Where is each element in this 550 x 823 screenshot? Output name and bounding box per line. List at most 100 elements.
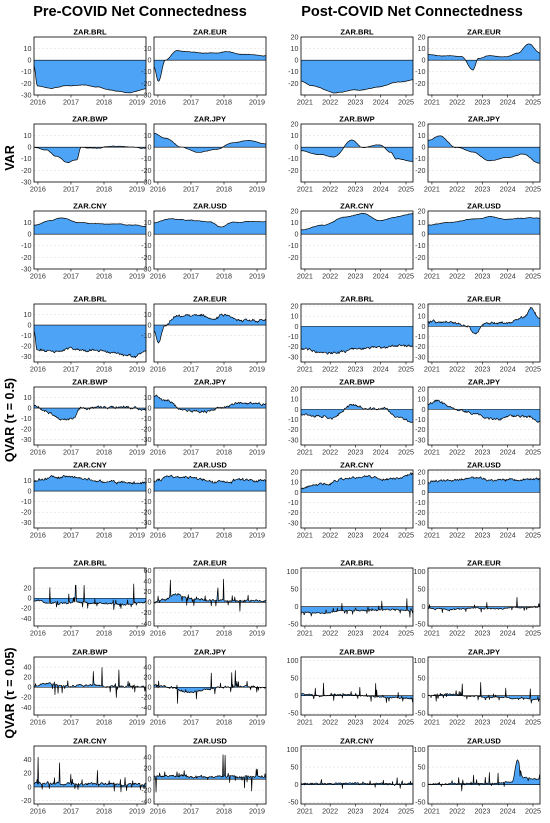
y-tick-label: -20 (415, 79, 425, 88)
panel-title: ZAR.USD (193, 202, 227, 211)
series-line (153, 132, 267, 153)
x-tick-label: 2021 (297, 807, 313, 816)
y-tick-label: -10 (21, 154, 31, 163)
x-tick-label: 2019 (129, 98, 145, 107)
x-tick-label: 2018 (216, 718, 232, 727)
panel-frame (427, 567, 541, 627)
panel-title: ZAR.BRL (73, 295, 107, 304)
panel-title: ZAR.USD (193, 461, 227, 470)
panel-title: ZAR.JPY (194, 378, 226, 387)
y-tick-label: 20 (144, 587, 152, 596)
series-line (153, 474, 267, 484)
y-tick-label: -20 (21, 425, 31, 434)
y-tick-label: 20 (291, 119, 299, 128)
x-tick-label: 2022 (449, 448, 465, 457)
y-tick-label: -20 (288, 253, 298, 262)
series-line (300, 777, 414, 789)
x-tick-label: 2024 (500, 531, 516, 540)
x-tick-label: 2018 (216, 629, 232, 638)
y-tick-label: 0 (148, 683, 152, 692)
x-tick-label: 2025 (525, 718, 541, 727)
series-line (427, 43, 540, 71)
x-tick-label: 2018 (96, 365, 112, 374)
y-tick-label: -10 (288, 498, 298, 507)
x-tick-label: 2025 (398, 807, 414, 816)
y-tick-label: 0 (148, 486, 152, 495)
x-tick-label: 2019 (249, 448, 265, 457)
y-tick-label: 0 (28, 683, 32, 692)
series-area (301, 683, 413, 703)
panel-frame (427, 656, 541, 716)
y-tick-label: 20 (291, 467, 299, 476)
series-line (153, 394, 267, 414)
y-tick-label: 0 (28, 782, 32, 791)
panel-title: ZAR.CNY (340, 202, 374, 211)
series-area (34, 667, 146, 698)
y-tick-label: -20 (415, 253, 425, 262)
x-tick-label: 2021 (297, 629, 313, 638)
y-tick-label: -20 (21, 253, 31, 262)
y-tick-label: 0 (148, 56, 152, 65)
x-tick-label: 2016 (150, 629, 166, 638)
x-tick-label: 2022 (449, 365, 465, 374)
y-tick-label: -10 (415, 415, 425, 424)
panel-qvar-0-5-pre-covid-zar-bwp: ZAR.BWP -30-20 -10 010 2016 2017 2018 2019 (21, 378, 147, 457)
x-tick-label: 2016 (30, 807, 46, 816)
y-tick-label: -30 (141, 435, 151, 444)
x-tick-label: 2025 (398, 365, 414, 374)
y-tick-label: -20 (21, 604, 31, 613)
x-tick-label: 2024 (373, 185, 389, 194)
x-tick-label: 2023 (474, 272, 490, 281)
panel-title: ZAR.USD (467, 737, 501, 746)
series-line (300, 598, 414, 618)
y-tick-label: -40 (21, 703, 31, 712)
panel-frame (33, 656, 147, 716)
series-area (428, 476, 540, 493)
x-tick-label: 2025 (398, 718, 414, 727)
x-tick-label: 2024 (500, 807, 516, 816)
y-tick-label: -20 (415, 342, 425, 351)
series-area (428, 400, 540, 423)
panel-frame (33, 567, 147, 627)
series-line (300, 212, 414, 231)
x-tick-label: 2024 (500, 98, 516, 107)
y-tick-label: -50 (415, 798, 425, 807)
y-tick-label: 50 (291, 762, 299, 771)
y-tick-label: -20 (21, 796, 31, 805)
y-tick-label: 10 (24, 476, 32, 485)
y-tick-label: 20 (418, 467, 426, 476)
y-tick-label: 0 (28, 403, 32, 412)
y-tick-label: -10 (21, 67, 31, 76)
y-tick-label: 10 (291, 395, 299, 404)
x-tick-label: 2021 (297, 185, 313, 194)
y-tick-label: 10 (144, 218, 152, 227)
series-line (153, 754, 267, 793)
y-tick-label: 0 (422, 488, 426, 497)
y-tick-label: 100 (287, 567, 299, 576)
series-line (33, 756, 147, 793)
y-tick-label: 0 (295, 322, 299, 331)
x-tick-label: 2023 (347, 807, 363, 816)
x-tick-label: 2023 (474, 807, 490, 816)
panel-title: ZAR.USD (467, 202, 501, 211)
x-tick-label: 2023 (474, 718, 490, 727)
panel-frame (427, 469, 541, 529)
x-tick-label: 2025 (398, 531, 414, 540)
x-tick-label: 2025 (525, 448, 541, 457)
y-tick-label: -30 (21, 264, 31, 273)
y-tick-label: -40 (141, 797, 151, 806)
x-tick-label: 2019 (249, 98, 265, 107)
x-tick-label: 2018 (216, 272, 232, 281)
series-area (34, 405, 146, 421)
series-line (153, 670, 267, 704)
series-area (34, 325, 146, 358)
y-tick-label: -10 (141, 241, 151, 250)
panel-title: ZAR.EUR (467, 559, 501, 568)
series-area (34, 60, 146, 93)
x-tick-label: 2021 (424, 365, 440, 374)
y-tick-label: -30 (288, 518, 298, 527)
y-tick-label: -20 (141, 786, 151, 795)
y-tick-label: -30 (415, 352, 425, 361)
